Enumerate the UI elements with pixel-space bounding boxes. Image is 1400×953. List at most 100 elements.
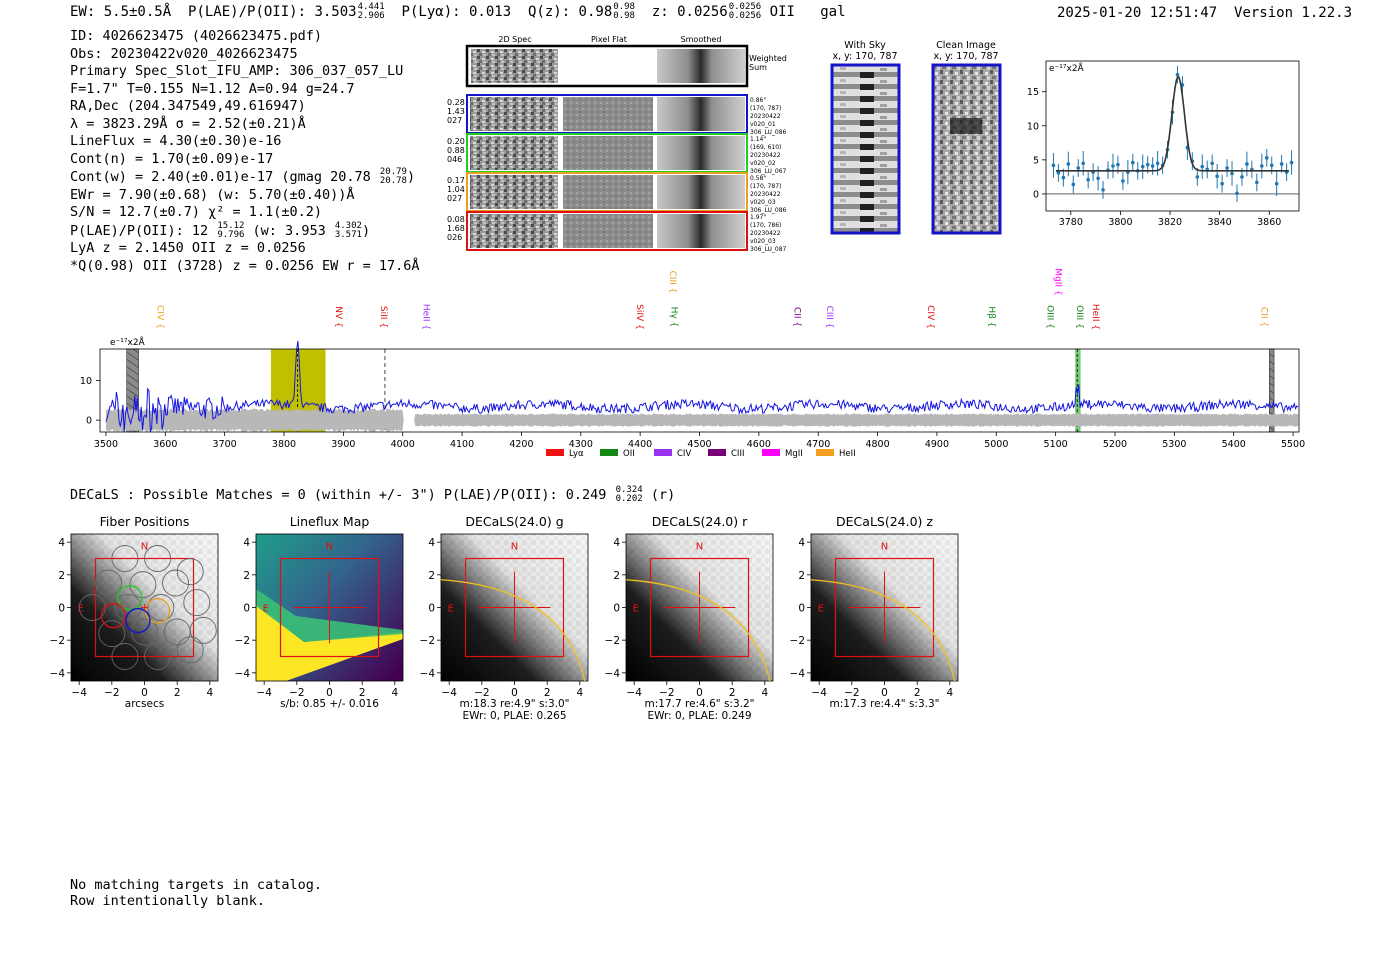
decals-caption-2: EWr: 0, PLAE: 0.249 (647, 710, 751, 722)
decals-ytick-label: −2 (605, 635, 620, 647)
fiber-circle (131, 618, 158, 646)
line-fit-point (1061, 175, 1066, 180)
line-fit-model-curve (1055, 76, 1290, 172)
with-sky-panel: With Sky x, y: 170, 787 (830, 40, 901, 235)
cutout-right-label: (170, 786) (750, 222, 781, 229)
decals-panel-2: Lineflux Map −4 −4 −2 −2 0 0 2 2 4 4 N Es/b: 0.85 +/… (235, 514, 404, 710)
qz-value: Q(z): 0.98 (527, 4, 613, 20)
search-box (464, 557, 565, 658)
decals-panel-5: DECaLS(24.0) z −4 −4 −2 −2 0 0 2 2 4 4 N Em:17.3 re:… (790, 514, 959, 710)
spectrum-xtick-label: 5000 (984, 439, 1008, 450)
line-fit-ytick-label: 0 (1033, 189, 1039, 200)
cutout-left-label: 0.17 (447, 176, 465, 185)
decals-panel-title: Fiber Positions (100, 514, 190, 529)
cutout-smoothed (657, 175, 745, 209)
decals-panel-title: DECaLS(24.0) r (652, 514, 748, 529)
cutout-left-label: 0.08 (447, 215, 465, 224)
cutout-right-label: (170, 787) (750, 183, 781, 190)
info-lineflux: LineFlux = 4.30(±0.30)e-16 (70, 133, 282, 149)
galaxy-ellipse (625, 579, 771, 682)
decals-ytick-label: −2 (790, 635, 805, 647)
line-fit-point (1225, 166, 1229, 170)
fiber-circle (162, 569, 189, 597)
spectrum-xtick-label: 4600 (747, 439, 771, 450)
with-sky-title: With Sky (844, 40, 886, 51)
spectrum-xtick-label: 5500 (1281, 439, 1305, 450)
spectrum-xtick-label: 4100 (450, 439, 474, 450)
cutout-pixelflat (563, 214, 653, 248)
info-contw: Cont(w) = 2.40(±0.01)e-17 (gmag 20.78 20… (70, 167, 416, 186)
full-spectrum-chart: CIV {NV {SiII {HeII {SiIV {CIII {Hγ {CII… (80, 268, 1305, 459)
north-label: N (511, 541, 518, 552)
fiber-circle-green (117, 585, 143, 611)
cutout-smoothed (657, 97, 745, 131)
fiber-circle (176, 558, 204, 586)
line-fit-point (1215, 174, 1219, 179)
spectrum-xtick-label: 4800 (865, 439, 889, 450)
decals-panels: Fiber Positions −4 −4 −2 −2 0 0 2 2 4 4 N E + arcsecs L… (50, 514, 959, 722)
decals-xtick-label: −2 (844, 687, 859, 699)
cutout-header-smoothed: Smoothed (681, 35, 722, 44)
line-fit-point (1279, 162, 1284, 166)
decals-ytick-label: −4 (790, 668, 806, 680)
line-fit-xtick-label: 3820 (1158, 217, 1182, 228)
line-fit-xtick-label: 3860 (1257, 217, 1281, 228)
plae-range: 4.441 2.906 (357, 2, 385, 21)
decals-xtick-label: 4 (391, 687, 398, 699)
decals-ytick-label: 2 (613, 570, 620, 582)
decals-summary: DECaLS : Possible Matches = 0 (within +/… (70, 485, 676, 504)
decals-ytick-label: 4 (613, 537, 620, 549)
decals-xtick-label: −2 (659, 687, 674, 699)
clean-image (931, 63, 1002, 235)
cutout-pixelflat (563, 97, 653, 131)
cutout-pixelflat (563, 175, 653, 209)
line-fit-point (1131, 160, 1135, 165)
spectrum-xtick-label: 4200 (509, 439, 533, 450)
decals-caption-1: m:17.3 re:4.4" s:3.3" (830, 698, 940, 710)
cutout-header-pixelflat: Pixel Flat (591, 35, 627, 44)
line-fit-point (1240, 175, 1244, 179)
line-fit-point (1086, 177, 1090, 182)
decals-ytick-label: 2 (58, 570, 65, 582)
cutout-left-label: 027 (447, 194, 462, 203)
cutout-right-label: v020_02 (750, 160, 776, 167)
line-fit-xtick-label: 3780 (1059, 217, 1083, 228)
fiber-circle (98, 620, 126, 648)
cutout-2dspec (470, 97, 558, 131)
decals-xtick-label: 4 (946, 687, 953, 699)
line-fit-point (1071, 182, 1076, 187)
decals-panel-3: DECaLS(24.0) g −4 −4 −2 −2 0 0 2 2 4 4 N Em:18.3 re:… (420, 514, 589, 722)
info-lya: LyA z = 2.1450 OII z = 0.0256 (70, 240, 306, 256)
spectrum-xtick-label: 3700 (213, 439, 237, 450)
spectrum-xtick-label: 4400 (628, 439, 652, 450)
spectrum-line-marker: Hγ { (669, 307, 679, 328)
line-fit-point (1269, 163, 1274, 168)
catalog-note-line2: Row intentionally blank. (70, 893, 266, 909)
cutout-right-label: 306_LU_087 (750, 246, 787, 253)
east-label: E (448, 604, 454, 615)
weighted-sum-2dspec (471, 49, 558, 83)
decals-ytick-label: 0 (243, 603, 250, 615)
spectrum-xtick-label: 5200 (1103, 439, 1127, 450)
z-value: z: 0.0256 (651, 4, 728, 20)
spectrum-ytick-label: 10 (80, 376, 92, 387)
info-ewr: EWr = 7.90(±0.68) (w: 5.70(±0.40))Å (70, 186, 355, 203)
decals-xtick-label: 0 (141, 687, 148, 699)
line-fit-point (1081, 161, 1086, 166)
line-fit-point (1116, 162, 1120, 167)
spectrum-line-marker: Hβ { (986, 306, 996, 327)
decals-ytick-label: 2 (798, 570, 805, 582)
line-fit-point (1140, 164, 1145, 169)
decals-ytick-label: 0 (428, 603, 435, 615)
line-fit-point (1101, 188, 1105, 192)
spectrum-line-marker: OIII { (1044, 305, 1054, 329)
north-label: N (326, 541, 333, 552)
spectrum-legend-label: MgII (785, 449, 803, 459)
version: Version 1.22.3 (1234, 5, 1353, 21)
east-label: E (818, 604, 824, 615)
cutout-left-label: 1.43 (447, 107, 465, 116)
fiber-circle (189, 616, 217, 644)
decals-xtick-label: −2 (474, 687, 489, 699)
